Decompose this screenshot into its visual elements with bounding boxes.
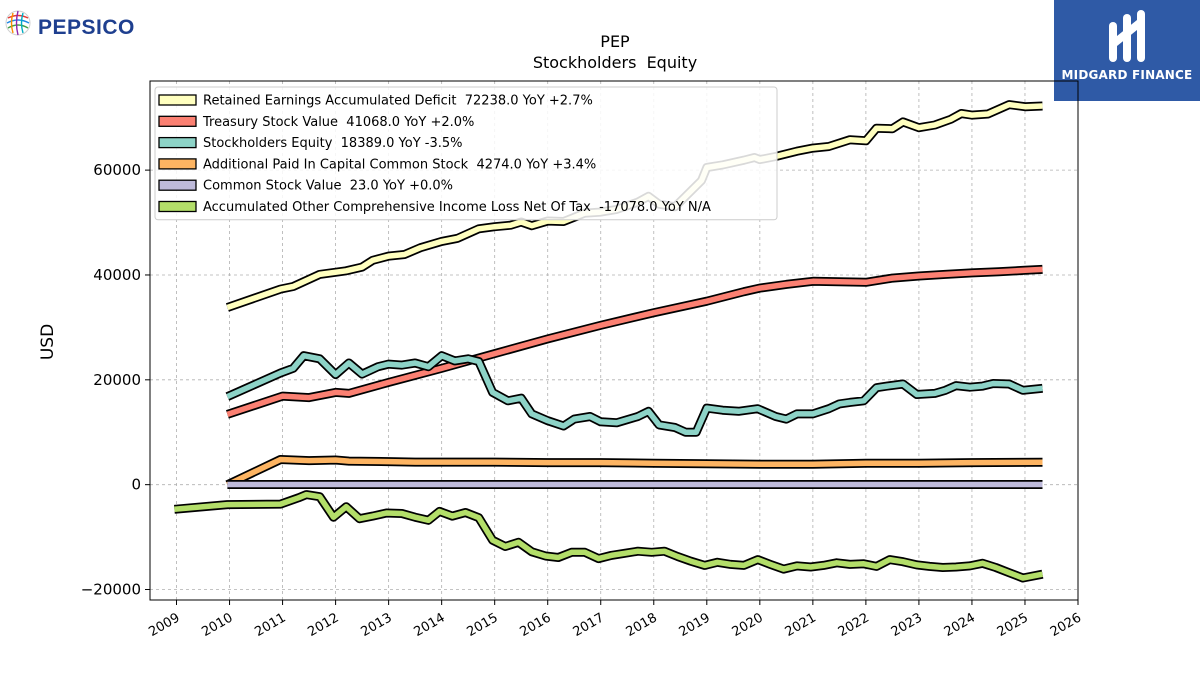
series-line (226, 266, 1043, 418)
x-tick-label: 2015 (465, 610, 501, 640)
x-tick-label: 2016 (518, 610, 554, 640)
x-tick-label: 2023 (889, 610, 925, 640)
x-tick-label: 2019 (677, 610, 713, 640)
y-tick-label: 60000 (93, 161, 141, 179)
y-tick-label: 20000 (93, 371, 141, 389)
y-axis-label: USD (38, 324, 58, 360)
x-tick-label: 2025 (995, 610, 1031, 640)
x-tick-label: 2021 (783, 610, 819, 640)
x-tick-label: 2012 (305, 610, 341, 640)
legend-swatch (158, 115, 197, 127)
legend-swatch (158, 179, 197, 191)
pepsico-wordmark: PEPSICO (38, 16, 135, 39)
midgard-emblem-icon (1109, 10, 1145, 62)
chart-title: PEP (600, 32, 630, 51)
x-tick-label: 2026 (1048, 610, 1084, 640)
legend-label: Stockholders Equity 18389.0 YoY -3.5% (203, 136, 463, 151)
x-tick-label: 2009 (146, 610, 182, 640)
legend-box (154, 86, 778, 221)
y-tick-label: −20000 (81, 581, 141, 599)
x-tick-label: 2018 (624, 610, 660, 640)
legend-label: Treasury Stock Value 41068.0 YoY +2.0% (202, 115, 474, 130)
pepsico-logo: PEPSICO (4, 6, 135, 40)
x-tick-label: 2024 (942, 610, 978, 640)
series-line (226, 456, 1043, 488)
legend-label: Common Stock Value 23.0 YoY +0.0% (203, 179, 453, 194)
x-tick-label: 2010 (199, 610, 235, 640)
chart-subtitle: Stockholders Equity (533, 53, 697, 72)
x-tick-label: 2013 (358, 610, 394, 640)
series-line (226, 352, 1043, 435)
legend: Retained Earnings Accumulated Deficit 72… (154, 86, 778, 221)
x-tick-label: 2014 (411, 610, 447, 640)
legend-swatch (158, 136, 197, 149)
x-tick-label: 2022 (836, 610, 872, 640)
legend-swatch (158, 94, 197, 106)
legend-swatch (158, 200, 197, 213)
series-line (174, 491, 1044, 581)
legend-label: Accumulated Other Comprehensive Income L… (203, 200, 711, 215)
plot-frame (149, 80, 1079, 601)
y-tick-label: 0 (131, 476, 141, 494)
globe-icon (5, 10, 31, 36)
y-tick-label: 40000 (93, 266, 141, 284)
midgard-finance-wordmark: MIDGARD FINANCE (1061, 68, 1193, 82)
x-tick-label: 2011 (252, 610, 288, 640)
legend-label: Additional Paid In Capital Common Stock … (203, 157, 596, 172)
x-tick-label: 2020 (730, 610, 766, 640)
legend-label: Retained Earnings Accumulated Deficit 72… (203, 94, 593, 109)
legend-swatch (158, 158, 197, 170)
x-tick-label: 2017 (571, 610, 607, 640)
